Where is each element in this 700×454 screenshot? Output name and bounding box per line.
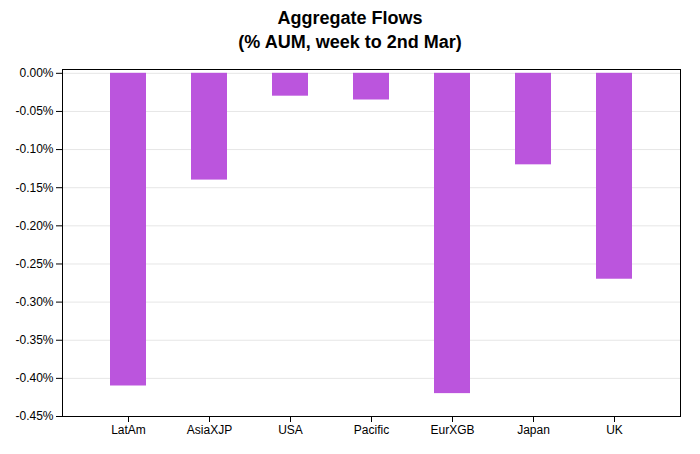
svg-text:-0.30%: -0.30% (15, 295, 53, 309)
svg-text:0.00%: 0.00% (19, 66, 53, 80)
svg-text:EurXGB: EurXGB (430, 423, 474, 437)
svg-text:Japan: Japan (517, 423, 550, 437)
svg-text:AsiaXJP: AsiaXJP (187, 423, 232, 437)
svg-text:-0.20%: -0.20% (15, 218, 53, 232)
svg-text:-0.40%: -0.40% (15, 371, 53, 385)
svg-text:-0.35%: -0.35% (15, 333, 53, 347)
svg-text:LatAm: LatAm (111, 423, 146, 437)
svg-text:-0.05%: -0.05% (15, 104, 53, 118)
svg-text:-0.45%: -0.45% (15, 409, 53, 423)
svg-text:-0.15%: -0.15% (15, 180, 53, 194)
html-text:Aggregate Flows: Aggregate Flows (277, 8, 423, 28)
svg-text:USA: USA (278, 423, 303, 437)
svg-text:UK: UK (606, 423, 623, 437)
svg-text:-0.25%: -0.25% (15, 256, 53, 270)
svg-text:-0.10%: -0.10% (15, 142, 53, 156)
svg-text:Pacific: Pacific (354, 423, 389, 437)
html-text:(% AUM, week to 2nd Mar): (% AUM, week to 2nd Mar) (238, 32, 462, 53)
